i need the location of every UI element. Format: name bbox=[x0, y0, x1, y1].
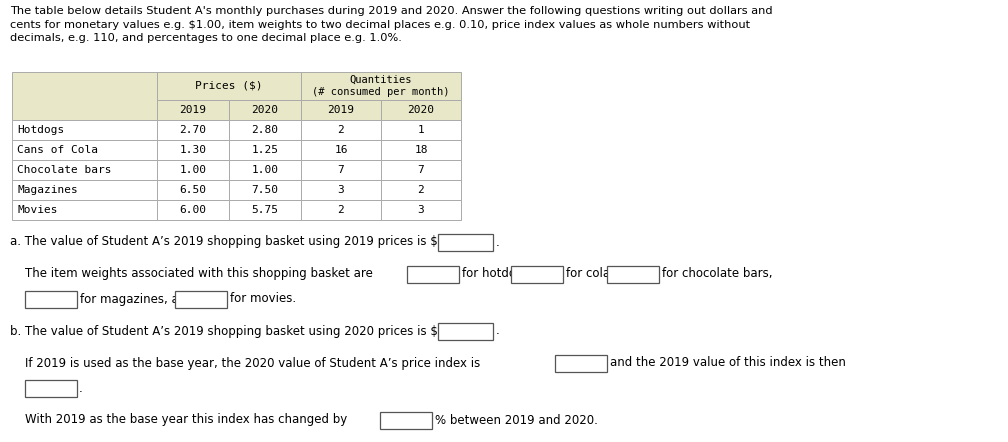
Text: % between 2019 and 2020.: % between 2019 and 2020. bbox=[435, 414, 598, 427]
Bar bbox=[157, 180, 229, 200]
Text: 2020: 2020 bbox=[407, 105, 434, 115]
Bar bbox=[229, 200, 301, 220]
Text: and the 2019 value of this index is then: and the 2019 value of this index is then bbox=[610, 357, 846, 370]
Text: Quantities
(# consumed per month): Quantities (# consumed per month) bbox=[312, 75, 450, 97]
Text: 2019: 2019 bbox=[179, 105, 207, 115]
Bar bbox=[12, 180, 157, 200]
Text: Prices ($): Prices ($) bbox=[196, 81, 263, 91]
Bar bbox=[157, 200, 229, 220]
Text: for chocolate bars,: for chocolate bars, bbox=[662, 267, 772, 281]
Bar bbox=[607, 266, 659, 282]
Text: Hotdogs: Hotdogs bbox=[17, 125, 65, 135]
Bar bbox=[301, 120, 381, 140]
Text: Magazines: Magazines bbox=[17, 185, 78, 195]
Text: With 2019 as the base year this index has changed by: With 2019 as the base year this index ha… bbox=[25, 414, 347, 427]
Bar bbox=[12, 140, 157, 160]
Bar bbox=[12, 200, 157, 220]
Text: b. The value of Student A’s 2019 shopping basket using 2020 prices is $: b. The value of Student A’s 2019 shoppin… bbox=[10, 324, 437, 338]
Bar bbox=[12, 120, 157, 140]
Text: 2: 2 bbox=[338, 205, 345, 215]
Text: 1.00: 1.00 bbox=[252, 165, 278, 175]
Bar bbox=[25, 290, 77, 308]
Bar bbox=[301, 72, 461, 100]
Text: The item weights associated with this shopping basket are: The item weights associated with this sh… bbox=[25, 267, 373, 281]
Text: 2020: 2020 bbox=[252, 105, 278, 115]
Bar bbox=[229, 140, 301, 160]
Bar bbox=[407, 266, 459, 282]
Text: 6.00: 6.00 bbox=[179, 205, 207, 215]
Bar bbox=[511, 266, 563, 282]
Bar bbox=[157, 100, 229, 120]
Bar bbox=[381, 140, 461, 160]
Text: for magazines, and: for magazines, and bbox=[80, 293, 194, 305]
Text: 5.75: 5.75 bbox=[252, 205, 278, 215]
Bar bbox=[229, 160, 301, 180]
Bar bbox=[381, 160, 461, 180]
Text: 7: 7 bbox=[417, 165, 424, 175]
Bar bbox=[301, 200, 381, 220]
Text: 7: 7 bbox=[338, 165, 345, 175]
Text: 1: 1 bbox=[417, 125, 424, 135]
Bar bbox=[229, 100, 301, 120]
Text: for cola,: for cola, bbox=[566, 267, 614, 281]
Text: a. The value of Student A’s 2019 shopping basket using 2019 prices is $: a. The value of Student A’s 2019 shoppin… bbox=[10, 236, 437, 248]
Text: 2: 2 bbox=[338, 125, 345, 135]
Text: .: . bbox=[79, 381, 83, 395]
Text: Chocolate bars: Chocolate bars bbox=[17, 165, 112, 175]
Bar bbox=[157, 140, 229, 160]
Text: 1.00: 1.00 bbox=[179, 165, 207, 175]
Bar bbox=[381, 120, 461, 140]
Text: If 2019 is used as the base year, the 2020 value of Student A’s price index is: If 2019 is used as the base year, the 20… bbox=[25, 357, 480, 370]
Text: 7.50: 7.50 bbox=[252, 185, 278, 195]
Text: 18: 18 bbox=[414, 145, 427, 155]
Text: for hotdogs,: for hotdogs, bbox=[462, 267, 533, 281]
Text: The table below details Student A's monthly purchases during 2019 and 2020. Answ: The table below details Student A's mont… bbox=[10, 6, 772, 43]
Bar bbox=[381, 180, 461, 200]
Text: 6.50: 6.50 bbox=[179, 185, 207, 195]
Text: 1.25: 1.25 bbox=[252, 145, 278, 155]
Text: 16: 16 bbox=[335, 145, 348, 155]
Text: 3: 3 bbox=[338, 185, 345, 195]
Text: Cans of Cola: Cans of Cola bbox=[17, 145, 98, 155]
Text: 2019: 2019 bbox=[328, 105, 355, 115]
Text: for movies.: for movies. bbox=[230, 293, 296, 305]
Bar bbox=[301, 180, 381, 200]
Text: 1.30: 1.30 bbox=[179, 145, 207, 155]
Bar bbox=[301, 140, 381, 160]
Text: 3: 3 bbox=[417, 205, 424, 215]
Bar bbox=[157, 72, 301, 100]
Text: 2: 2 bbox=[417, 185, 424, 195]
Bar bbox=[381, 100, 461, 120]
Text: .: . bbox=[496, 324, 500, 338]
Text: 2.80: 2.80 bbox=[252, 125, 278, 135]
Text: 2.70: 2.70 bbox=[179, 125, 207, 135]
Bar bbox=[555, 354, 607, 371]
Bar bbox=[25, 380, 77, 396]
Bar bbox=[301, 160, 381, 180]
Bar bbox=[157, 160, 229, 180]
Bar bbox=[380, 412, 432, 428]
Bar bbox=[381, 200, 461, 220]
Text: .: . bbox=[496, 236, 500, 248]
Bar bbox=[157, 120, 229, 140]
Bar bbox=[301, 100, 381, 120]
Bar bbox=[438, 233, 493, 251]
Text: Movies: Movies bbox=[17, 205, 57, 215]
Bar bbox=[12, 72, 157, 120]
Bar bbox=[175, 290, 227, 308]
Bar bbox=[12, 160, 157, 180]
Bar bbox=[438, 323, 493, 339]
Bar bbox=[229, 120, 301, 140]
Bar bbox=[229, 180, 301, 200]
